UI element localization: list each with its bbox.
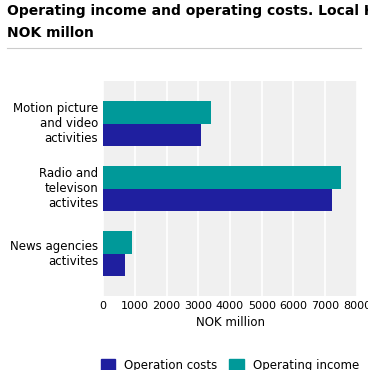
Bar — [103, 254, 125, 276]
Bar — [103, 231, 132, 254]
Text: Operating income and operating costs. Local KAUs. 2004.: Operating income and operating costs. Lo… — [7, 4, 368, 18]
Bar — [103, 101, 211, 124]
Bar — [103, 124, 201, 147]
Legend: Operation costs, Operating income: Operation costs, Operating income — [101, 359, 359, 370]
Bar — [103, 166, 341, 189]
Text: NOK millon: NOK millon — [7, 26, 94, 40]
X-axis label: NOK million: NOK million — [195, 316, 265, 329]
Bar — [103, 189, 332, 212]
